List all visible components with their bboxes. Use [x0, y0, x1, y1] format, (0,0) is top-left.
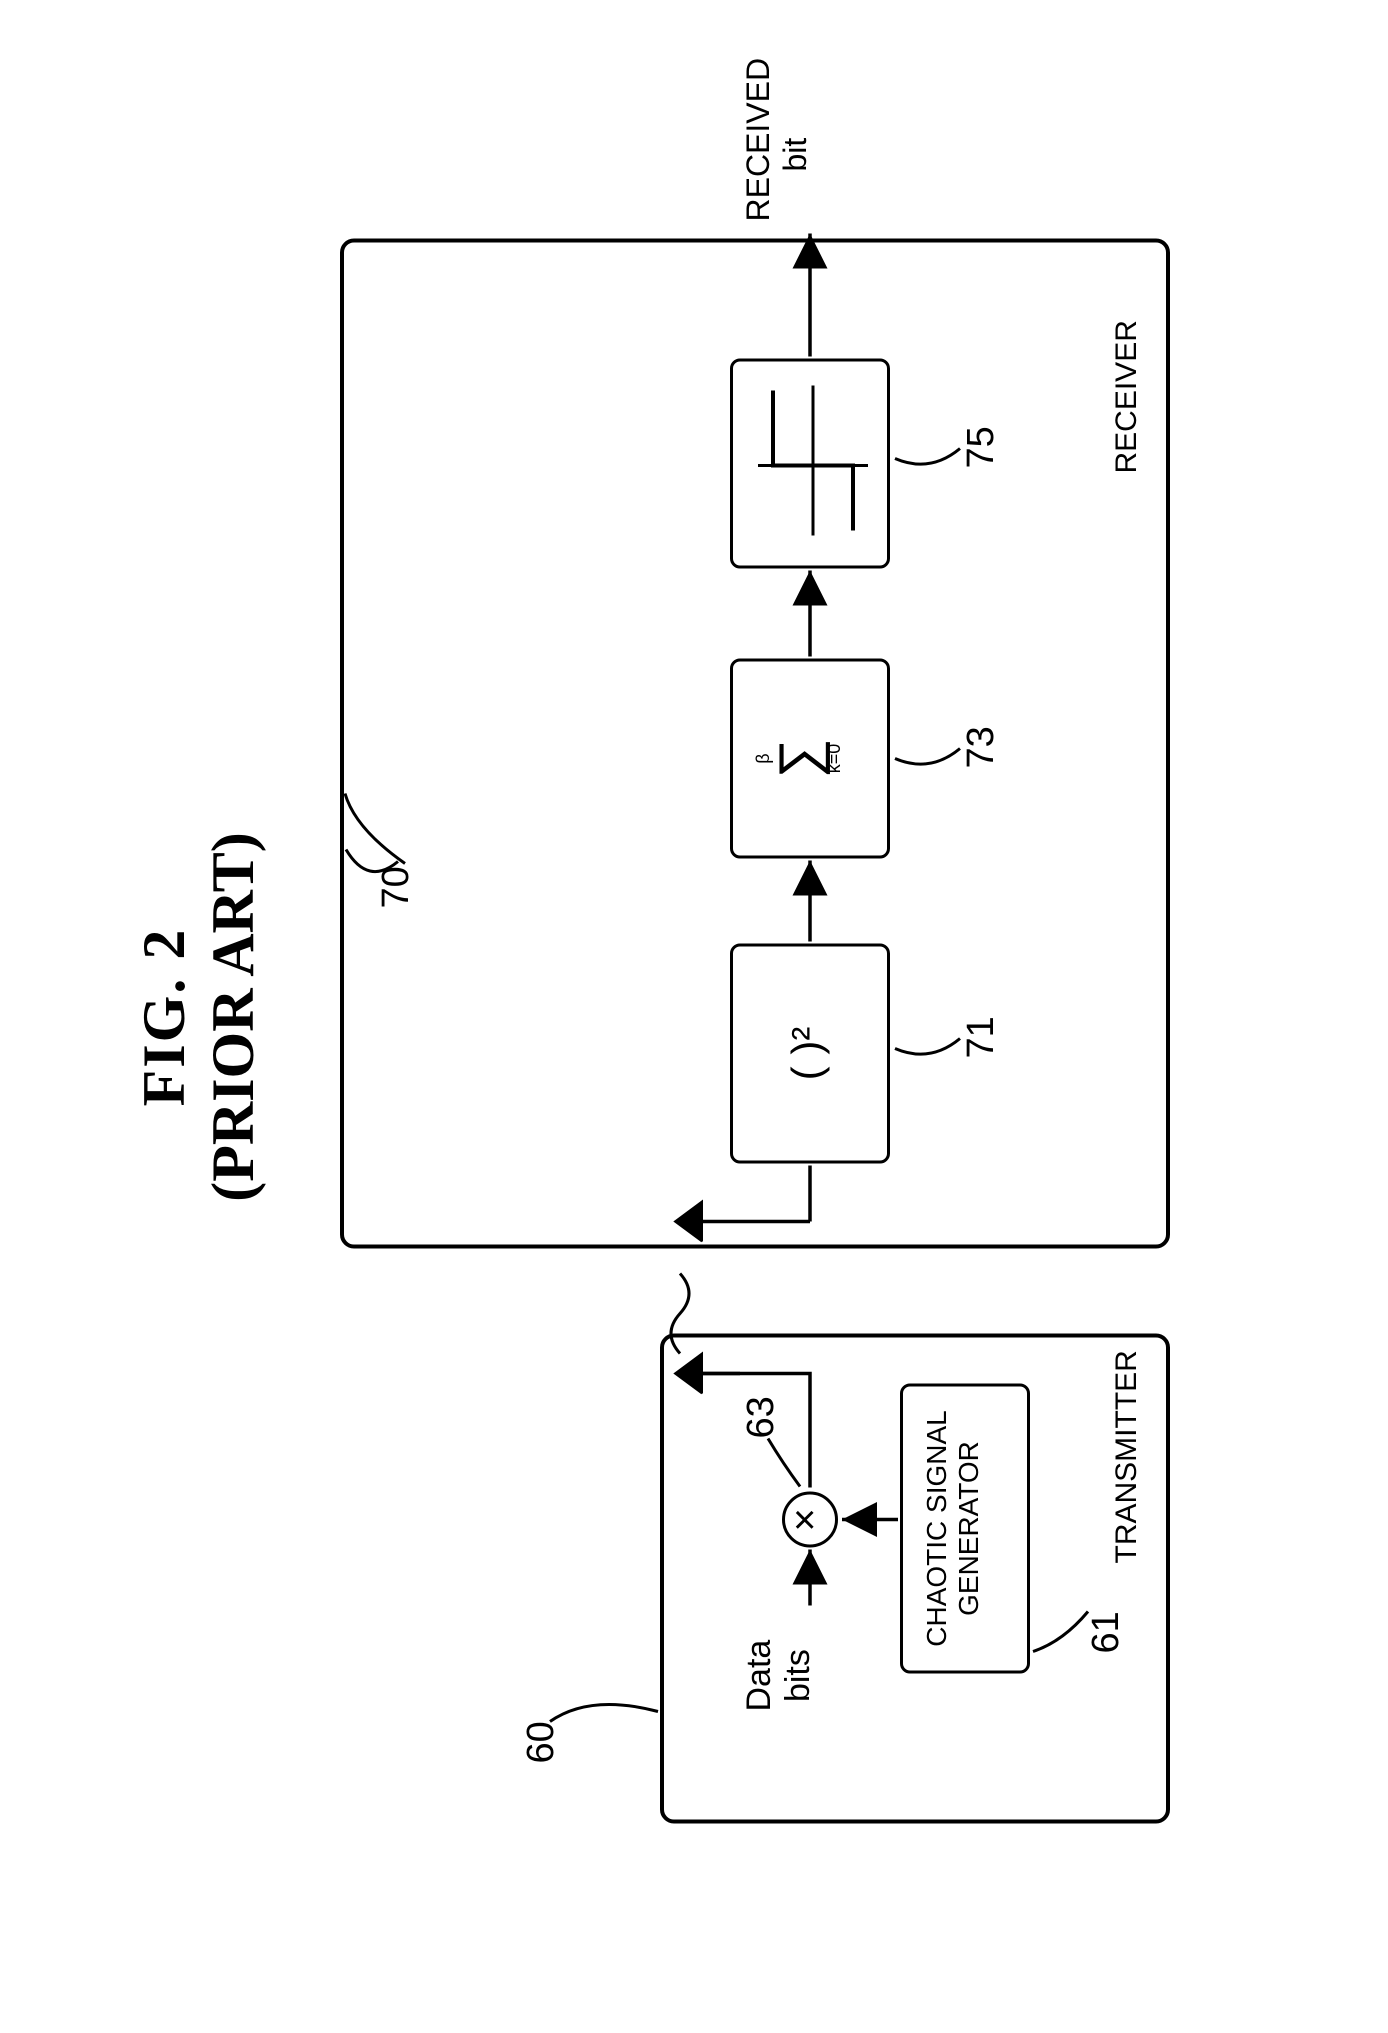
- rotated-canvas: FIG. 2 (PRIOR ART) TRANSMITTER RECEIVER …: [40, 40, 1348, 1993]
- diagram-root: FIG. 2 (PRIOR ART) TRANSMITTER RECEIVER …: [40, 40, 1348, 1993]
- connections-overlay: [40, 40, 1348, 1993]
